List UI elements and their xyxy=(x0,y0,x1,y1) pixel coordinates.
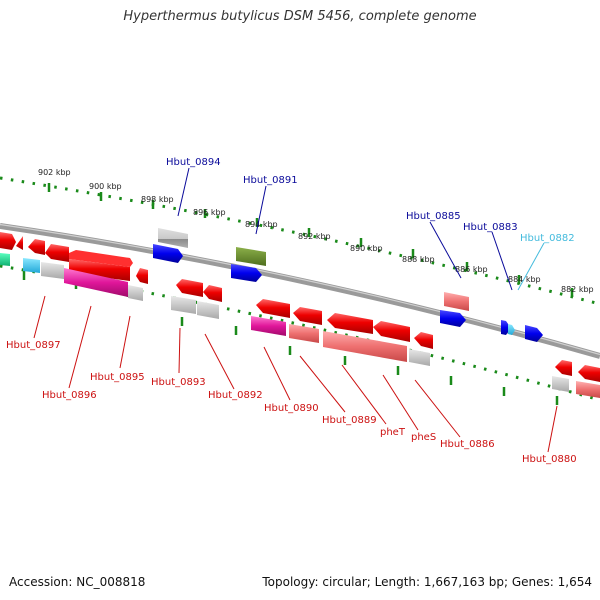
gene-arrow[interactable] xyxy=(555,360,572,376)
gene-arrow[interactable] xyxy=(525,325,543,342)
gene-arrow[interactable] xyxy=(171,296,196,314)
gene-arrow[interactable] xyxy=(158,228,188,248)
kbp-label: 902 kbp xyxy=(38,168,71,177)
gene-arrow[interactable] xyxy=(153,244,183,263)
top-gene-labels: Hbut_0894 Hbut_0891 Hbut_0885 Hbut_0883 … xyxy=(166,157,575,244)
accession-text: Accession: NC_008818 xyxy=(9,575,146,589)
lower-major-ticks xyxy=(22,271,559,405)
top-leader-lines xyxy=(177,167,545,291)
gene-arrow[interactable] xyxy=(373,321,410,342)
gene-label-hbut-0890[interactable]: Hbut_0890 xyxy=(264,403,319,414)
gene-arrow[interactable] xyxy=(197,301,219,319)
gene-label-hbut-0895[interactable]: Hbut_0895 xyxy=(90,372,145,383)
gene-label-hbut-0882[interactable]: Hbut_0882 xyxy=(520,233,575,244)
gene-features xyxy=(0,228,600,398)
gene-arrow[interactable] xyxy=(69,250,133,267)
gene-arrow[interactable] xyxy=(69,259,130,281)
gene-arrow[interactable] xyxy=(28,239,45,255)
genome-stats-text: Topology: circular; Length: 1,667,163 bp… xyxy=(262,575,592,589)
genome-backbone xyxy=(0,223,600,359)
kbp-label: 896 kbp xyxy=(193,208,226,217)
gene-arrow[interactable] xyxy=(136,268,148,284)
kbp-label: 892 kbp xyxy=(298,232,331,241)
gene-arrow[interactable] xyxy=(409,349,430,366)
gene-arrow[interactable] xyxy=(64,268,128,297)
gene-label-hbut-0886[interactable]: Hbut_0886 xyxy=(440,439,495,450)
gene-arrow[interactable] xyxy=(45,244,69,262)
gene-label-hbut-0896[interactable]: Hbut_0896 xyxy=(42,390,97,401)
gene-label-hbut-0897[interactable]: Hbut_0897 xyxy=(6,340,61,351)
gene-label-hbut-0891[interactable]: Hbut_0891 xyxy=(243,175,298,186)
gene-label-hbut-0885[interactable]: Hbut_0885 xyxy=(406,211,461,222)
kbp-label: 890 kbp xyxy=(350,244,383,253)
kbp-label: 888 kbp xyxy=(402,255,435,264)
gene-arrow[interactable] xyxy=(0,232,16,250)
gene-arrow[interactable] xyxy=(293,307,322,325)
gene-label-hbut-0893[interactable]: Hbut_0893 xyxy=(151,377,206,388)
gene-arrow[interactable] xyxy=(23,258,40,273)
gene-arrow[interactable] xyxy=(0,253,10,266)
gene-arrow[interactable] xyxy=(576,381,600,398)
gene-arrow[interactable] xyxy=(236,247,266,266)
gene-label-phes[interactable]: pheS xyxy=(411,432,436,443)
map-title: Hyperthermus butylicus DSM 5456, complet… xyxy=(123,9,477,24)
gene-arrow[interactable] xyxy=(289,324,319,343)
kbp-label: 886 kbp xyxy=(455,265,488,274)
gene-arrow[interactable] xyxy=(176,279,203,297)
gene-label-hbut-0892[interactable]: Hbut_0892 xyxy=(208,390,263,401)
genome-backbone-highlight xyxy=(0,223,600,356)
lower-dotted-ring xyxy=(0,264,600,402)
gene-label-hbut-0883[interactable]: Hbut_0883 xyxy=(463,222,518,233)
gene-label-hbut-0880[interactable]: Hbut_0880 xyxy=(522,454,577,465)
upper-major-ticks xyxy=(47,183,574,297)
kbp-label: 894 kbp xyxy=(245,220,278,229)
bottom-leader-lines xyxy=(33,295,558,453)
gene-arrow[interactable] xyxy=(256,299,290,318)
gene-arrow[interactable] xyxy=(231,264,262,282)
kbp-label: 898 kbp xyxy=(141,195,174,204)
gene-arrow[interactable] xyxy=(414,332,433,349)
gene-arrow[interactable] xyxy=(578,365,600,382)
gene-arrow[interactable] xyxy=(203,285,222,302)
gene-label-phet[interactable]: pheT xyxy=(380,427,406,438)
kbp-scale: 902 kbp 900 kbp 898 kbp 896 kbp 894 kbp … xyxy=(38,168,594,294)
gene-arrow[interactable] xyxy=(323,331,407,362)
gene-label-hbut-0894[interactable]: Hbut_0894 xyxy=(166,157,221,168)
gene-label-hbut-0889[interactable]: Hbut_0889 xyxy=(322,415,377,426)
gene-arrow[interactable] xyxy=(552,376,569,392)
gene-arrow[interactable] xyxy=(444,292,469,311)
bottom-gene-labels: Hbut_0897 Hbut_0896 Hbut_0895 Hbut_0893 … xyxy=(6,340,577,465)
gene-arrow[interactable] xyxy=(128,285,143,301)
kbp-label: 900 kbp xyxy=(89,182,122,191)
gene-arrow[interactable] xyxy=(327,313,373,334)
gene-arrow[interactable] xyxy=(251,316,286,336)
gene-arrow[interactable] xyxy=(41,262,64,279)
kbp-label: 882 kbp xyxy=(561,285,594,294)
gene-arrow[interactable] xyxy=(440,310,466,327)
gene-arrow[interactable] xyxy=(508,324,515,335)
gene-arrow[interactable] xyxy=(16,236,23,250)
